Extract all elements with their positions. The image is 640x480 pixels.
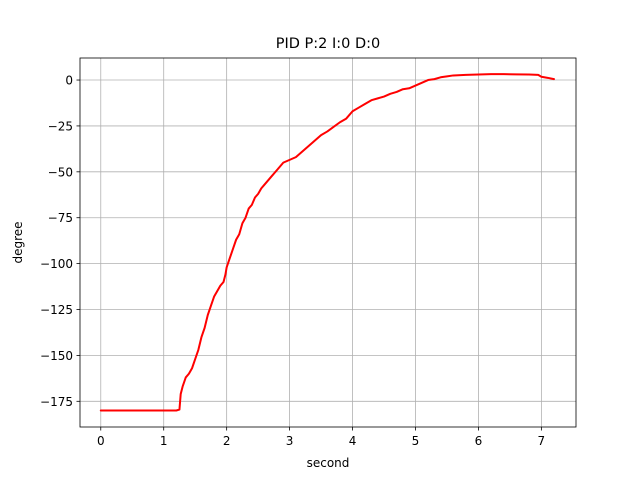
x-tick-label: 7: [538, 434, 546, 448]
y-tick-label: 0: [65, 74, 73, 88]
series-layer: [99, 73, 555, 412]
ticks: 0 1 2 3 4 5 6 7 0 −25 −50 −75 −100 −125 −150 −175: [40, 74, 545, 448]
y-tick-label: −50: [48, 165, 73, 179]
series-line: [99, 73, 555, 412]
y-axis-label: degree: [11, 221, 25, 263]
x-tick-label: 4: [349, 434, 357, 448]
y-tick-label: −75: [48, 211, 73, 225]
y-tick-label: −100: [40, 257, 73, 271]
axes-frame: [79, 57, 577, 428]
grid: [80, 58, 576, 427]
y-tick-label: −175: [40, 395, 73, 409]
x-tick-label: 2: [223, 434, 231, 448]
x-tick-label: 1: [160, 434, 168, 448]
x-tick-label: 6: [475, 434, 483, 448]
y-tick-label: −150: [40, 349, 73, 363]
x-tick-label: 3: [286, 434, 294, 448]
chart-title: PID P:2 I:0 D:0: [276, 36, 381, 52]
y-tick-label: −25: [48, 119, 73, 133]
x-tick-label: 5: [412, 434, 420, 448]
y-tick-label: −125: [40, 303, 73, 317]
x-axis-label: second: [307, 456, 350, 470]
x-tick-label: 0: [97, 434, 105, 448]
